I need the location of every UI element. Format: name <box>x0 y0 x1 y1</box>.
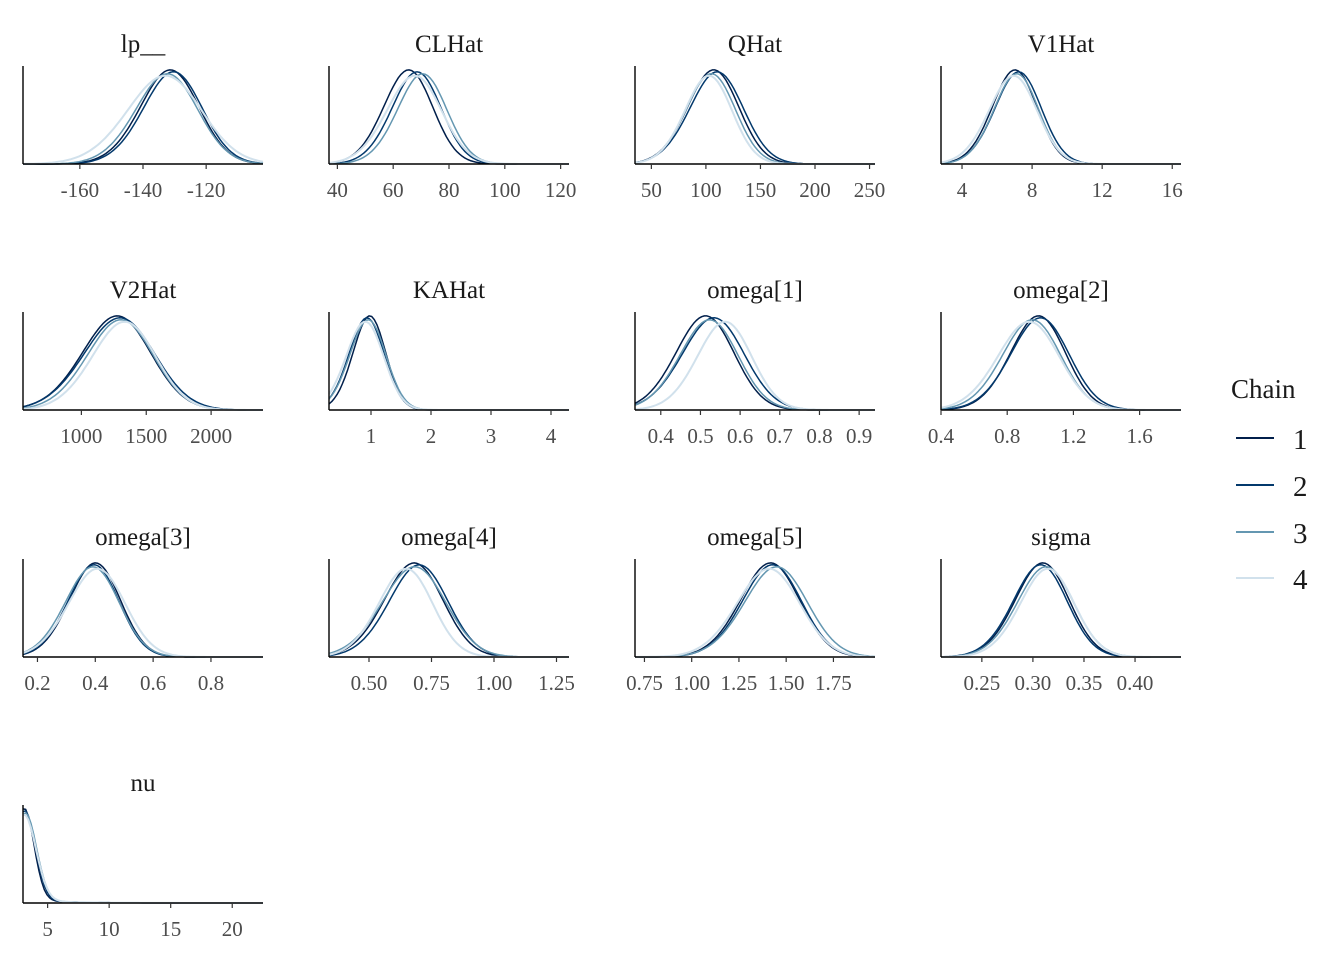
panel-title-v1hat: V1Hat <box>1028 31 1095 58</box>
panel-kahat: KAHat 1 2 3 4 <box>328 277 569 448</box>
panel-sigma: sigma 0.25 0.30 0.35 0.40 <box>940 524 1181 695</box>
x-tick-label-lp-1: -140 <box>124 178 163 202</box>
x-tick-label-kahat-3: 4 <box>546 424 557 448</box>
x-tick-label-v1hat-3: 16 <box>1162 178 1183 202</box>
x-tick-label-clhat-0: 40 <box>327 178 348 202</box>
panel-omega-4: omega[4] 0.50 0.75 1.00 1.25 <box>328 524 575 695</box>
panel-omega-3: omega[3] 0.2 0.4 0.6 0.8 <box>22 524 263 695</box>
x-tick-label-lp-0: -160 <box>61 178 100 202</box>
x-tick-label-omega-4-3: 1.25 <box>538 671 575 695</box>
legend: Chain 1 2 3 4 <box>1231 374 1308 596</box>
panel-lp: lp__ -160 -140 -120 <box>22 31 264 202</box>
panel-title-qhat: QHat <box>728 31 782 58</box>
panel-omega-1: omega[1] 0.4 0.5 0.6 0.7 0.8 0.9 <box>634 277 875 448</box>
panel-title-clhat: CLHat <box>415 31 483 58</box>
x-tick-label-nu-0: 5 <box>42 917 53 941</box>
x-tick-label-omega-4-2: 1.00 <box>476 671 513 695</box>
x-tick-label-v2hat-0: 1000 <box>60 424 102 448</box>
legend-label-3: 3 <box>1293 518 1308 550</box>
x-tick-label-qhat-2: 150 <box>745 178 777 202</box>
legend-entry-3: 3 <box>1236 518 1308 550</box>
x-tick-label-omega-2-0: 0.4 <box>928 424 955 448</box>
panel-title-omega-3: omega[3] <box>95 524 191 551</box>
panel-title-v2hat: V2Hat <box>110 277 177 304</box>
legend-entry-4: 4 <box>1236 564 1308 596</box>
x-tick-label-omega-1-1: 0.5 <box>687 424 713 448</box>
legend-title: Chain <box>1231 374 1296 404</box>
x-tick-label-v2hat-2: 2000 <box>190 424 232 448</box>
x-tick-label-clhat-2: 80 <box>439 178 460 202</box>
legend-label-1: 1 <box>1293 424 1308 456</box>
x-tick-label-clhat-3: 100 <box>489 178 521 202</box>
x-tick-label-omega-3-3: 0.8 <box>198 671 224 695</box>
panel-title-lp: lp__ <box>121 31 166 58</box>
x-tick-label-nu-3: 20 <box>222 917 243 941</box>
panel-clhat: CLHat 40 60 80 100 120 <box>327 31 577 202</box>
x-tick-label-clhat-1: 60 <box>383 178 404 202</box>
panel-title-omega-5: omega[5] <box>707 524 803 551</box>
x-tick-label-nu-2: 15 <box>160 917 181 941</box>
x-tick-label-qhat-1: 100 <box>690 178 722 202</box>
x-tick-label-omega-1-2: 0.6 <box>727 424 753 448</box>
x-tick-label-omega-3-0: 0.2 <box>24 671 50 695</box>
x-tick-label-sigma-2: 0.35 <box>1066 671 1103 695</box>
panel-omega-2: omega[2] 0.4 0.8 1.2 1.6 <box>928 277 1181 448</box>
panel-title-omega-4: omega[4] <box>401 524 497 551</box>
x-tick-label-v1hat-2: 12 <box>1092 178 1113 202</box>
x-tick-label-sigma-3: 0.40 <box>1117 671 1154 695</box>
density-curve-lp-chain-4 <box>22 74 264 165</box>
x-tick-label-omega-1-0: 0.4 <box>648 424 675 448</box>
legend-label-2: 2 <box>1293 471 1308 503</box>
x-tick-label-clhat-4: 120 <box>545 178 577 202</box>
x-tick-label-kahat-2: 3 <box>486 424 497 448</box>
density-curve-omega-5-chain-4 <box>635 567 876 658</box>
x-tick-label-sigma-0: 0.25 <box>963 671 1000 695</box>
x-tick-label-omega-2-3: 1.6 <box>1126 424 1152 448</box>
x-tick-label-omega-5-0: 0.75 <box>626 671 663 695</box>
panel-v2hat: V2Hat 1000 1500 2000 <box>22 277 263 448</box>
x-tick-label-kahat-0: 1 <box>366 424 377 448</box>
panel-title-kahat: KAHat <box>413 277 485 304</box>
x-tick-label-omega-5-3: 1.50 <box>768 671 805 695</box>
panel-omega-5: omega[5] 0.75 1.00 1.25 1.50 1.75 <box>626 524 876 695</box>
x-tick-label-nu-1: 10 <box>99 917 120 941</box>
x-tick-label-omega-1-5: 0.9 <box>846 424 872 448</box>
x-tick-label-sigma-1: 0.30 <box>1015 671 1052 695</box>
panel-v1hat: V1Hat 4 8 12 16 <box>940 31 1183 202</box>
panel-nu: nu 5 10 15 20 <box>22 770 263 941</box>
panel-title-omega-1: omega[1] <box>707 277 803 304</box>
x-tick-label-omega-1-3: 0.7 <box>767 424 793 448</box>
legend-label-4: 4 <box>1293 564 1308 596</box>
x-tick-label-qhat-0: 50 <box>641 178 662 202</box>
legend-entry-2: 2 <box>1236 471 1308 503</box>
x-tick-label-omega-4-1: 0.75 <box>413 671 450 695</box>
x-tick-label-omega-5-4: 1.75 <box>815 671 852 695</box>
x-tick-label-omega-3-1: 0.4 <box>82 671 109 695</box>
x-tick-label-omega-1-4: 0.8 <box>806 424 832 448</box>
panel-title-omega-2: omega[2] <box>1013 277 1109 304</box>
x-tick-label-omega-2-1: 0.8 <box>994 424 1020 448</box>
x-tick-label-omega-3-2: 0.6 <box>140 671 166 695</box>
panel-title-sigma: sigma <box>1031 524 1091 551</box>
x-tick-label-v1hat-1: 8 <box>1027 178 1038 202</box>
x-tick-label-qhat-3: 200 <box>799 178 831 202</box>
x-tick-label-omega-5-1: 1.00 <box>673 671 710 695</box>
x-tick-label-qhat-4: 250 <box>854 178 886 202</box>
panel-title-nu: nu <box>131 770 157 797</box>
x-tick-label-kahat-1: 2 <box>426 424 437 448</box>
panel-qhat: QHat 50 100 150 200 250 <box>634 31 886 202</box>
x-tick-label-omega-4-0: 0.50 <box>351 671 388 695</box>
x-tick-label-omega-5-2: 1.25 <box>721 671 758 695</box>
x-tick-label-omega-2-2: 1.2 <box>1060 424 1086 448</box>
legend-entry-1: 1 <box>1236 424 1308 456</box>
x-tick-label-lp-2: -120 <box>187 178 226 202</box>
x-tick-label-v2hat-1: 1500 <box>125 424 167 448</box>
x-tick-label-v1hat-0: 4 <box>957 178 968 202</box>
